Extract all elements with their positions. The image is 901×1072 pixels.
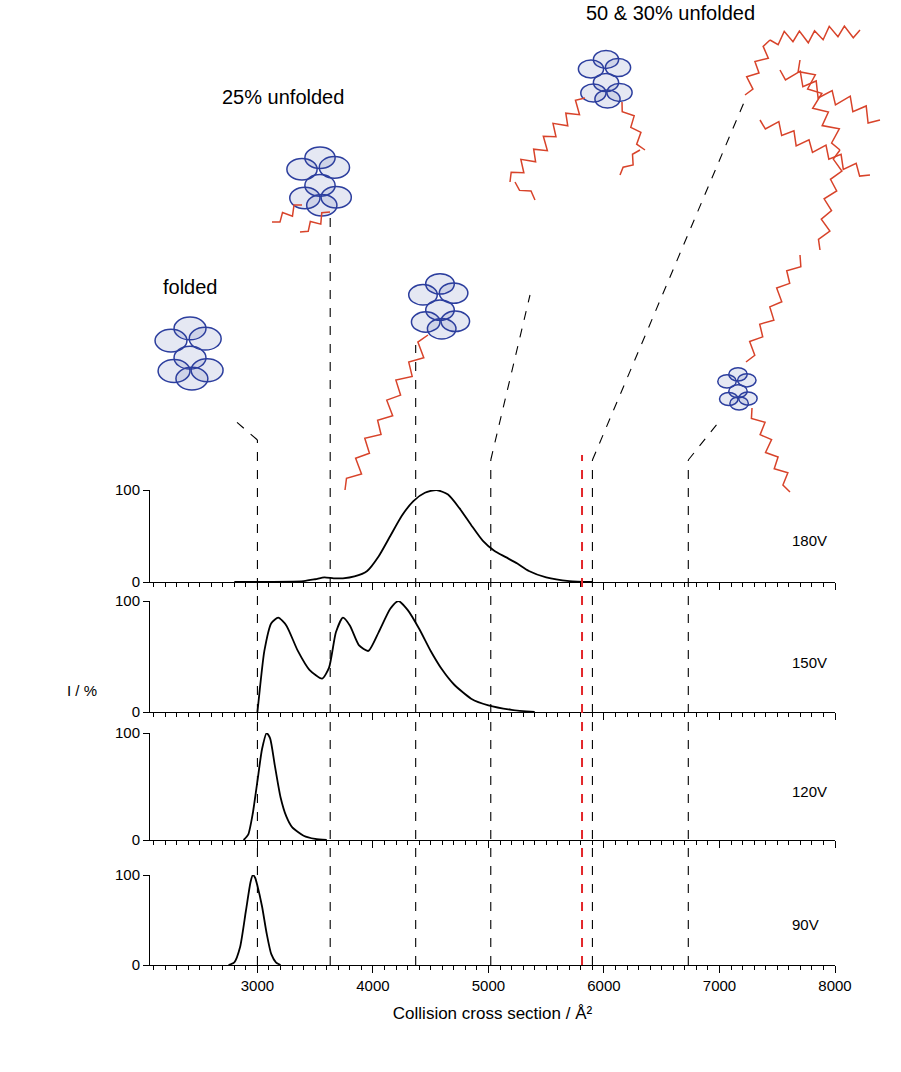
svg-text:50 & 30% unfolded: 50 & 30% unfolded — [586, 2, 755, 24]
svg-text:folded: folded — [163, 276, 218, 298]
svg-text:0: 0 — [132, 956, 140, 973]
svg-text:90V: 90V — [792, 916, 819, 933]
svg-text:100: 100 — [115, 592, 140, 609]
svg-text:8000: 8000 — [818, 977, 851, 994]
svg-text:0: 0 — [132, 703, 140, 720]
svg-text:100: 100 — [115, 481, 140, 498]
svg-text:25% unfolded: 25% unfolded — [222, 86, 344, 108]
svg-text:180V: 180V — [792, 532, 827, 549]
svg-text:I / %: I / % — [67, 682, 97, 699]
svg-text:7000: 7000 — [703, 977, 736, 994]
svg-text:100: 100 — [115, 724, 140, 741]
svg-text:5000: 5000 — [472, 977, 505, 994]
svg-text:120V: 120V — [792, 783, 827, 800]
svg-text:0: 0 — [132, 831, 140, 848]
svg-text:150V: 150V — [792, 654, 827, 671]
svg-text:6000: 6000 — [587, 977, 620, 994]
svg-text:3000: 3000 — [241, 977, 274, 994]
svg-text:0: 0 — [132, 573, 140, 590]
svg-text:Collision cross section / Å²: Collision cross section / Å² — [393, 1004, 593, 1023]
svg-text:4000: 4000 — [356, 977, 389, 994]
svg-text:100: 100 — [115, 866, 140, 883]
